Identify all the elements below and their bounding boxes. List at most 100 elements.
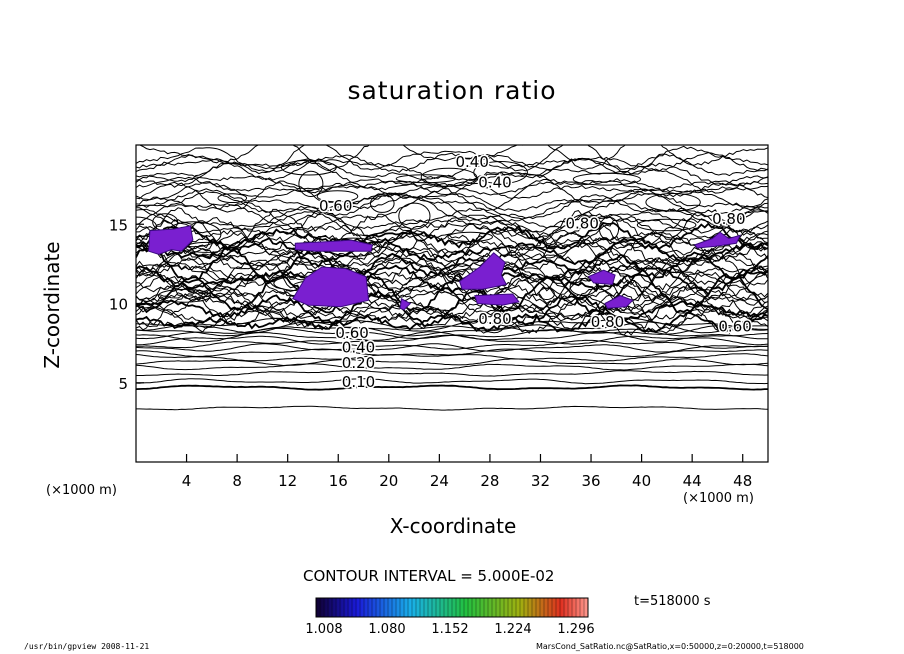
y-tick-label: 15 [109,216,128,234]
contour-line [136,363,768,371]
contour-line [136,290,768,331]
contour-interval: CONTOUR INTERVAL = 5.000E-02 [303,567,555,585]
x-tick-label: 8 [232,472,242,490]
x-tick-label: 44 [683,472,702,490]
contour-label: 0.40 [455,153,488,171]
contour-line [136,343,768,353]
contour-eddy [598,216,620,241]
shaded-region [148,225,194,255]
shaded-region [693,231,742,249]
contour-label: 0.80 [591,313,624,331]
shaded-region [587,269,616,286]
contour-eddy [398,202,431,230]
contour-line [136,233,768,276]
y-tick-label: 10 [109,296,128,314]
contour-eddy [370,194,395,213]
y-tick-label: 5 [118,375,128,393]
colorbar [315,597,589,618]
colorbar-tick-label: 1.152 [431,622,469,637]
contour-line [136,152,768,173]
contour-label: 0.80 [712,210,745,228]
contour-line [136,215,768,252]
shaded-region [399,297,412,311]
contour-line [136,270,768,306]
contour-eddy [569,278,598,296]
footer-left: /usr/bin/gpview 2008-11-21 [24,642,150,651]
x-tick-label: 28 [480,472,499,490]
time-label: t=518000 s [634,594,711,609]
contour-eddy [645,193,701,212]
contour-line [136,331,768,343]
contour-line [136,221,768,250]
contour-labels: 0.100.200.400.600.400.400.600.80 0.800.80… [317,151,753,392]
x-axis-label: X-coordinate [389,514,517,538]
contour-label: 0.60 [335,324,368,342]
contour-label: 0.60 [319,197,352,215]
contour-lines [136,145,768,411]
contour-eddy [157,288,212,303]
colorbar-tick-label: 1.080 [368,622,406,637]
y-ticks: 5 10 15 [109,216,144,393]
chart-title: saturation ratio [347,76,557,105]
contour-line [136,246,768,291]
x-ticks: 4 8 12 16 20 24 28 32 36 40 44 48 [182,454,752,490]
contour-line [136,145,768,175]
contour-line [138,145,768,172]
colorbar-tick-label: 1.296 [557,622,595,637]
contour-line [136,243,768,277]
x-tick-label: 40 [632,472,651,490]
y-axis-label: Z-coordinate [40,241,64,369]
contour-eddy [316,190,359,203]
contour-label: 0.20 [342,354,375,372]
shaded-region [459,252,508,290]
footer-right: MarsCond_SatRatio.nc@SatRatio,x=0:50000,… [536,642,804,651]
contour-label: 0.40 [478,174,511,192]
contour-line [136,188,768,212]
contour-line [136,370,768,377]
contour-line [136,157,768,188]
contour-line [136,208,768,240]
contour-line [136,176,768,196]
contour-line [136,250,768,274]
contour-eddy [572,172,642,186]
colorbar-tick-label: 1.224 [494,622,532,637]
contour-line [136,339,768,350]
contour-eddy [217,193,248,204]
x-tick-label: 48 [733,472,752,490]
contour-eddy [420,167,478,187]
contour-line [136,291,768,316]
contour-line [136,384,768,391]
x-tick-label: 16 [329,472,348,490]
contour-eddy [636,218,697,232]
shaded-regions [148,225,742,311]
shaded-region [294,239,373,252]
x-unit-label-right: (×1000 m) [683,491,754,506]
contour-label: 0.80 [478,310,511,328]
contour-line [136,405,768,411]
shaded-region [474,293,520,306]
x-tick-label: 24 [430,472,449,490]
x-tick-label: 20 [379,472,398,490]
contour-label: 0.80 [565,215,598,233]
contour-line [136,230,768,267]
x-tick-label: 12 [278,472,297,490]
contour-line [136,358,768,367]
contour-line [136,224,768,255]
contour-line [136,324,768,337]
contour-eddy [281,159,337,176]
contour-line [136,289,768,327]
contour-eddy [473,161,528,184]
contour-line [136,348,768,358]
x-unit-label-left: (×1000 m) [46,483,117,498]
contour-eddy [298,170,324,197]
colorbar-tick-label: 1.008 [305,622,343,637]
contour-eddy [538,287,555,300]
contour-line [136,247,768,284]
contour-line [136,305,768,334]
contour-line [136,207,768,250]
x-tick-label: 36 [581,472,600,490]
shaded-region [604,295,634,309]
contour-label: 0.10 [342,373,375,391]
contour-line [136,327,768,340]
